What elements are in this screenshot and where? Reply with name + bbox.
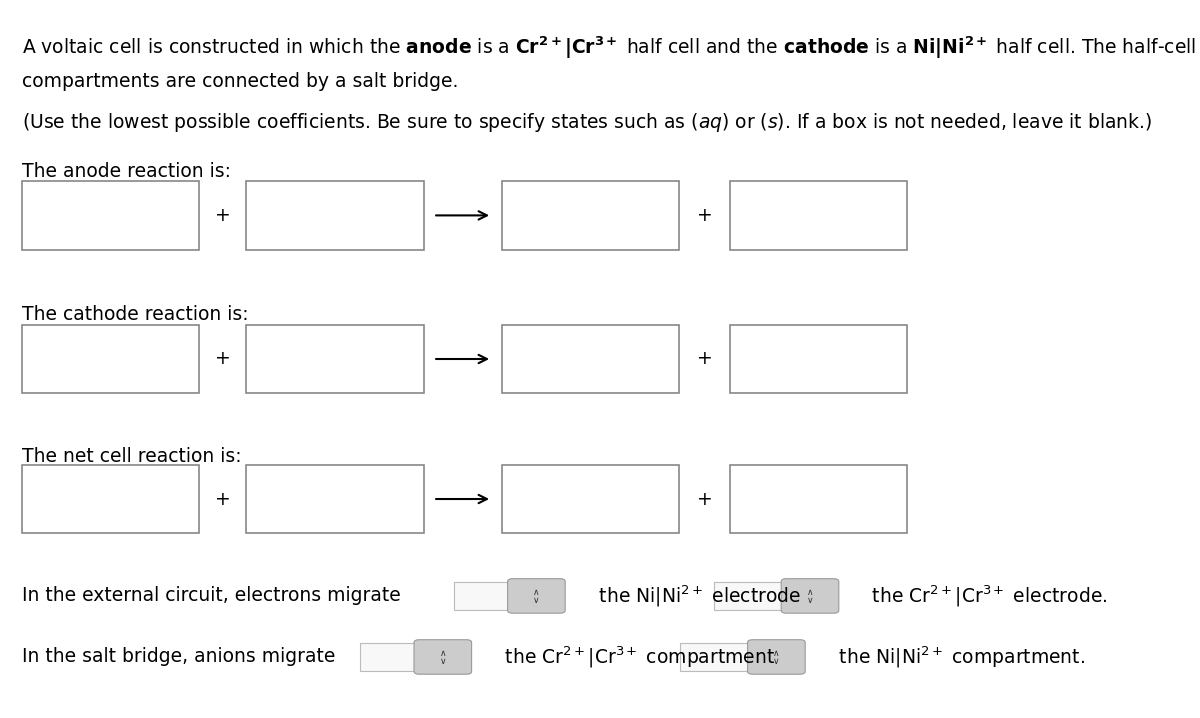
Text: the Ni$|$Ni$^{2+}$ compartment.: the Ni$|$Ni$^{2+}$ compartment. [833,644,1085,670]
Text: +: + [215,206,230,225]
FancyBboxPatch shape [246,325,424,393]
Text: The cathode reaction is:: The cathode reaction is: [22,305,248,324]
Text: the Cr$^{2+}|$Cr$^{3+}$ electrode.: the Cr$^{2+}|$Cr$^{3+}$ electrode. [866,583,1108,609]
Text: ∧: ∧ [806,588,814,597]
Text: ∧: ∧ [439,649,446,658]
Text: In the salt bridge, anions migrate: In the salt bridge, anions migrate [22,648,335,666]
FancyBboxPatch shape [22,465,199,533]
FancyBboxPatch shape [781,579,839,613]
Text: (Use the lowest possible coefficients. Be sure to specify states such as ($\math: (Use the lowest possible coefficients. B… [22,111,1152,134]
FancyBboxPatch shape [680,643,752,671]
Text: ∨: ∨ [439,658,446,666]
Text: ∨: ∨ [806,597,814,605]
FancyBboxPatch shape [414,640,472,674]
Text: +: + [696,490,713,508]
Text: compartments are connected by a salt bridge.: compartments are connected by a salt bri… [22,72,458,90]
FancyBboxPatch shape [730,325,907,393]
Text: ∨: ∨ [773,658,780,666]
FancyBboxPatch shape [730,465,907,533]
Text: In the external circuit, electrons migrate: In the external circuit, electrons migra… [22,587,401,605]
FancyBboxPatch shape [502,325,679,393]
FancyBboxPatch shape [748,640,805,674]
Text: the Ni$|$Ni$^{2+}$ electrode: the Ni$|$Ni$^{2+}$ electrode [593,583,800,609]
Text: A voltaic cell is constructed in which the $\mathbf{anode}$ is a $\mathbf{Cr^{2+: A voltaic cell is constructed in which t… [22,34,1196,61]
Text: ∧: ∧ [533,588,540,597]
FancyBboxPatch shape [246,465,424,533]
FancyBboxPatch shape [502,465,679,533]
Text: ∧: ∧ [773,649,780,658]
Text: +: + [215,490,230,508]
FancyBboxPatch shape [360,643,432,671]
FancyBboxPatch shape [22,325,199,393]
Text: +: + [696,206,713,225]
FancyBboxPatch shape [508,579,565,613]
FancyBboxPatch shape [454,582,526,610]
Text: +: + [696,350,713,368]
Text: The anode reaction is:: The anode reaction is: [22,162,230,180]
FancyBboxPatch shape [502,182,679,250]
Text: the Cr$^{2+}|$Cr$^{3+}$ compartment: the Cr$^{2+}|$Cr$^{3+}$ compartment [499,644,775,670]
Text: The net cell reaction is:: The net cell reaction is: [22,447,241,465]
FancyBboxPatch shape [22,182,199,250]
FancyBboxPatch shape [730,182,907,250]
Text: +: + [215,350,230,368]
Text: ∨: ∨ [533,597,540,605]
FancyBboxPatch shape [246,182,424,250]
FancyBboxPatch shape [714,582,786,610]
